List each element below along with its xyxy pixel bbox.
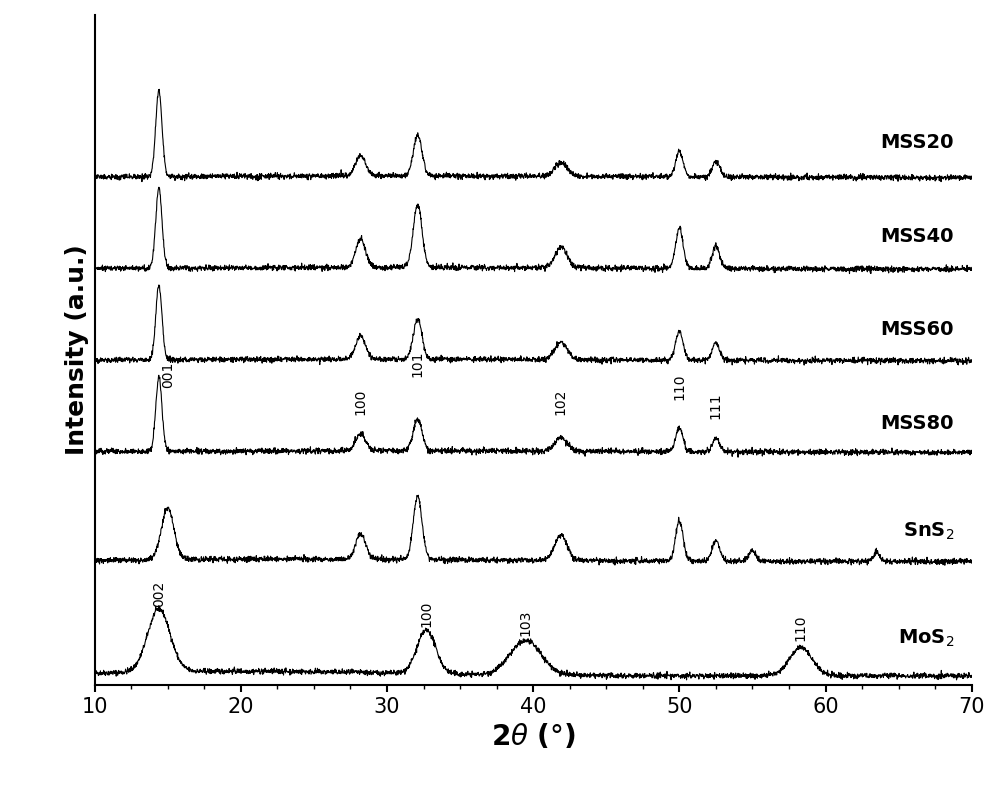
Text: 002: 002	[152, 581, 166, 607]
Text: 110: 110	[672, 374, 686, 400]
Text: 101: 101	[411, 351, 425, 377]
Text: MSS40: MSS40	[881, 227, 954, 246]
Text: MSS20: MSS20	[881, 133, 954, 152]
Y-axis label: Intensity (a.u.): Intensity (a.u.)	[65, 245, 89, 455]
Text: MSS80: MSS80	[881, 414, 954, 433]
Text: MSS60: MSS60	[881, 321, 954, 340]
Text: 100: 100	[419, 600, 433, 626]
Text: 111: 111	[709, 393, 723, 419]
X-axis label: 2$\theta$ ($\degree$): 2$\theta$ ($\degree$)	[491, 722, 576, 751]
Text: 100: 100	[354, 389, 368, 415]
Text: SnS$_2$: SnS$_2$	[903, 520, 954, 541]
Text: 102: 102	[554, 389, 568, 415]
Text: MoS$_2$: MoS$_2$	[898, 627, 954, 649]
Text: 110: 110	[794, 615, 808, 641]
Text: 103: 103	[519, 609, 533, 636]
Text: 001: 001	[161, 362, 175, 389]
